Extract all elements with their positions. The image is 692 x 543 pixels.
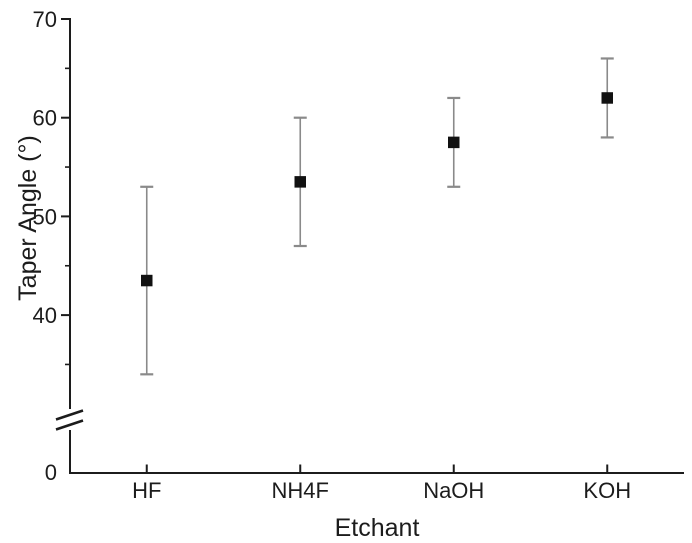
axes-layer: 70 60 50 40 0 HF NH4F NaOH KOH	[33, 7, 684, 503]
y-tick-label-40: 40	[33, 303, 57, 328]
y-tick-label-50: 50	[33, 204, 57, 229]
x-tick-label-KOH: KOH	[583, 478, 631, 503]
data-point-marker-KOH	[601, 92, 613, 104]
x-axis-title: Etchant	[335, 514, 420, 542]
data-point-group-NH4F	[293, 116, 307, 248]
axis-break-slash-icon	[55, 419, 84, 431]
x-tick-label-NaOH: NaOH	[423, 478, 484, 503]
data-points-layer	[140, 57, 614, 376]
y-axis-title: Taper Angle (°)	[14, 135, 42, 301]
x-tick-label-HF: HF	[132, 478, 161, 503]
axis-break-slash-icon	[55, 409, 84, 421]
data-point-marker-NaOH	[448, 136, 460, 149]
y-tick-label-70: 70	[33, 7, 57, 32]
data-point-marker-NH4F	[294, 176, 306, 188]
data-point-marker-HF	[141, 274, 153, 287]
data-point-group-NaOH	[447, 96, 461, 188]
data-point-group-KOH	[600, 57, 614, 139]
x-tick-label-NH4F: NH4F	[272, 478, 329, 503]
y-tick-label-0: 0	[45, 460, 57, 485]
y-tick-label-60: 60	[33, 106, 57, 131]
data-point-group-HF	[140, 185, 154, 376]
